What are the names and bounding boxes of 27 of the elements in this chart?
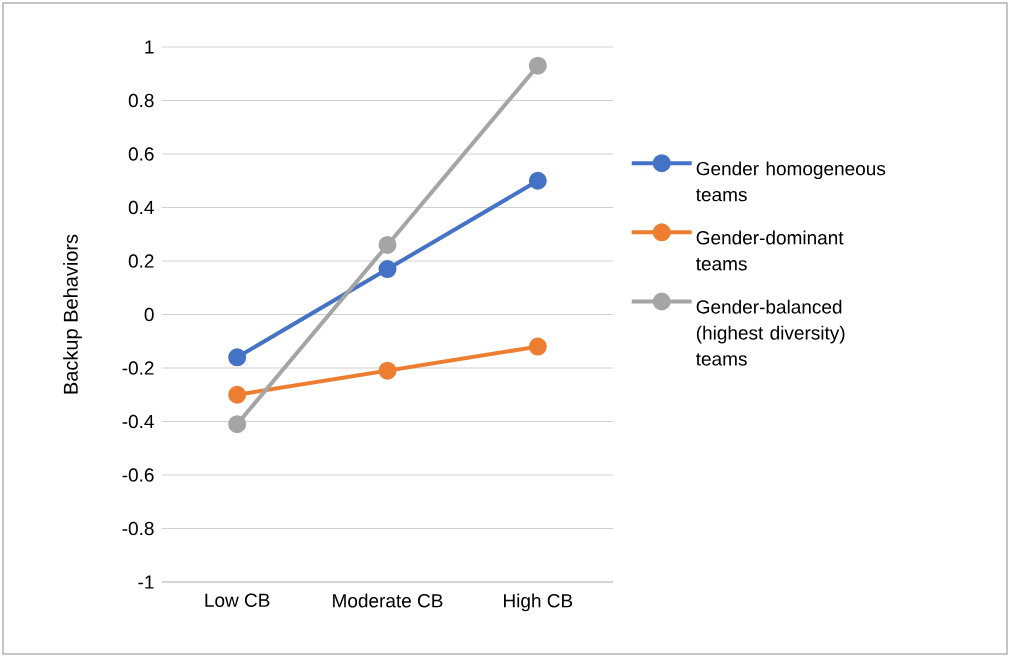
- point: [378, 235, 397, 254]
- y-axis-title: Backup Behaviors: [63, 234, 82, 394]
- x-tick-label: High CB: [504, 593, 573, 612]
- legend-label: Gender homogeneous teams: [696, 161, 886, 202]
- y-tick-label: 0.8: [128, 93, 154, 108]
- y-tick-label: 0.2: [128, 254, 154, 268]
- point: [228, 385, 247, 404]
- x-tick-label: Moderate CB: [333, 593, 443, 608]
- point: [378, 260, 397, 279]
- point: [228, 348, 247, 367]
- y-tick-label: -1: [138, 575, 154, 589]
- legend-label: Gender-balanced (highest diversity) teams: [696, 299, 845, 366]
- y-tick-label: 0: [144, 307, 154, 322]
- y-tick-label: -0.8: [122, 521, 154, 536]
- point: [378, 361, 397, 380]
- x-tick-label: Low CB: [205, 593, 270, 607]
- y-tick-label: -0.2: [122, 361, 154, 375]
- point: [528, 337, 547, 356]
- y-tick-label: -0.4: [122, 414, 154, 429]
- point: [228, 415, 247, 434]
- legend-label: Gender-dominant teams: [696, 230, 844, 271]
- y-tick-label: 0.4: [128, 200, 154, 215]
- point: [528, 56, 547, 75]
- y-tick-label: -0.6: [122, 468, 154, 482]
- point: [528, 171, 547, 190]
- y-tick-label: 1: [145, 40, 154, 54]
- y-tick-label: 0.6: [128, 147, 154, 161]
